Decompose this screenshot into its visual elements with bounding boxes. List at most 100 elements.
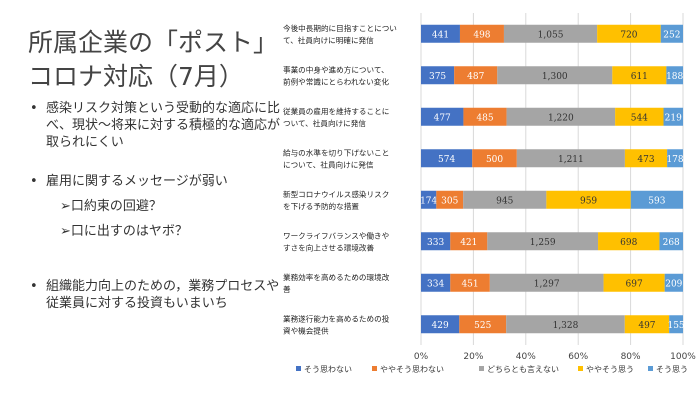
data-label: 429 (432, 321, 449, 331)
legend-swatch (296, 366, 301, 371)
data-label: 487 (467, 72, 484, 82)
bar-segment (459, 24, 504, 43)
bar-segment (497, 66, 613, 85)
bullet-item-3: • 組織能力向上のための，業務プロセスや従業員に対する投資もいまいち (30, 278, 280, 312)
bar-segment (612, 66, 667, 85)
category-label: 事業の中身や進め方について、 (283, 64, 389, 74)
bullet-marker: • (30, 279, 38, 294)
legend-label: ややそう思わない (380, 365, 444, 374)
legend-label: そう思う (656, 365, 688, 374)
sub-bullet-text: 口に出すのはヤボ？ (70, 224, 188, 239)
bar-segment (660, 24, 683, 43)
bar-segment (472, 149, 517, 168)
data-label: 1,220 (548, 113, 574, 123)
category-label: 前例や常識にとらわれない変化 (283, 76, 389, 86)
category-label: 資や機会提供 (283, 325, 329, 335)
data-label: 451 (461, 279, 478, 289)
data-label: 188 (666, 72, 683, 82)
legend-label: どちらとも言えない (487, 364, 559, 374)
legend-label: そう思わない (304, 365, 352, 374)
category-label: すさを向上させる環境改善 (283, 242, 375, 252)
data-label: 174 (420, 196, 437, 206)
bar-segment (516, 149, 625, 168)
bar-segment (421, 315, 460, 334)
bar-segment (487, 232, 599, 251)
category-label: 新型コロナウイルス感染リスク (283, 189, 389, 199)
category-label: 従業員の雇用を維持することに (283, 106, 389, 116)
bullet-marker: • (30, 174, 38, 189)
legend-label: ややそう思う (586, 365, 634, 374)
bar-segment (463, 107, 507, 126)
sub-bullet-marker: ➢ (60, 199, 71, 214)
data-label: 574 (438, 155, 455, 165)
bullet-text: 雇用に関するメッセージが弱い (46, 174, 228, 189)
legend-swatch (648, 366, 653, 371)
bar-segment (421, 190, 437, 209)
data-label: 698 (620, 238, 637, 248)
data-label: 485 (476, 113, 493, 123)
category-label: て、社員向けに明確に発信 (283, 35, 374, 45)
data-label: 720 (620, 30, 637, 40)
x-tick-label: 60% (568, 352, 588, 362)
x-tick-label: 40% (516, 352, 536, 362)
data-label: 219 (665, 113, 682, 123)
data-label: 473 (637, 155, 654, 165)
data-label: 611 (631, 72, 648, 82)
bar-segment (597, 24, 661, 43)
bar-segment (624, 315, 670, 334)
data-label: 498 (473, 30, 490, 40)
sub-bullet-marker: ➢ (60, 224, 71, 239)
x-tick-label: 100% (670, 352, 696, 362)
bullet-list: • 感染リスク対策という受動的な適応に比べ、現状～将来に対する積極的な適応が取ら… (30, 100, 280, 328)
data-label: 305 (441, 196, 458, 206)
data-label: 268 (663, 238, 680, 248)
bar-segment (503, 24, 598, 43)
legend-swatch (479, 366, 484, 371)
sub-bullet-item-2: ➢口に出すのはヤボ？ (46, 223, 280, 240)
bar-segment (450, 232, 488, 251)
bar-segment (624, 149, 668, 168)
sub-bullet-text: 口約束の回避？ (70, 199, 162, 214)
data-label: 155 (667, 321, 684, 331)
data-label: 500 (486, 155, 503, 165)
data-label: 593 (648, 196, 665, 206)
x-tick-label: 20% (463, 352, 483, 362)
bar-segment (506, 107, 616, 126)
category-label: 今後中長期的に目指すことについ (283, 23, 397, 33)
data-label: 959 (580, 196, 597, 206)
data-label: 697 (626, 279, 643, 289)
bullet-item-2: • 雇用に関するメッセージが弱い ➢口約束の回避？ ➢口に出すのはヤボ？ (30, 173, 280, 240)
bar-segment (664, 273, 683, 292)
category-label: 業務効率を高めるための環境改 (283, 272, 390, 282)
legend-swatch (372, 366, 377, 371)
bar-segment (421, 149, 473, 168)
slide-title: 所属企業の「ポスト」 コロナ対応（7月） (28, 26, 278, 94)
bar-segment (459, 315, 507, 334)
data-label: 945 (496, 196, 513, 206)
bar-segment (463, 190, 547, 209)
bar-segment (615, 107, 664, 126)
data-label: 209 (665, 279, 682, 289)
x-tick-label: 0% (414, 352, 429, 362)
data-label: 544 (631, 113, 648, 123)
category-label: を下げる予防的な措置 (283, 201, 359, 211)
slide-title-line-1: 所属企業の「ポスト」 (28, 28, 279, 57)
data-label: 1,300 (542, 72, 568, 82)
bar-segment (546, 190, 631, 209)
bar-segment (659, 232, 683, 251)
category-label: 業務遂行能力を高めるための投 (283, 313, 390, 323)
data-label: 497 (638, 321, 655, 331)
bar-segment (667, 149, 683, 168)
data-label: 421 (460, 238, 477, 248)
bullet-item-1: • 感染リスク対策という受動的な適応に比べ、現状～将来に対する積極的な適応が取ら… (30, 100, 280, 151)
bullet-text: 組織能力向上のための，業務プロセスや従業員に対する投資もいまいち (46, 279, 280, 311)
bar-segment (436, 190, 464, 209)
category-label: 善 (283, 284, 291, 294)
bar-segment (421, 273, 451, 292)
category-label: について、社員向けに発信 (283, 159, 374, 169)
legend-swatch (578, 366, 583, 371)
bar-segment (630, 190, 683, 209)
category-label: ついて、社員向けに発信 (283, 118, 366, 128)
data-label: 1,259 (530, 238, 556, 248)
